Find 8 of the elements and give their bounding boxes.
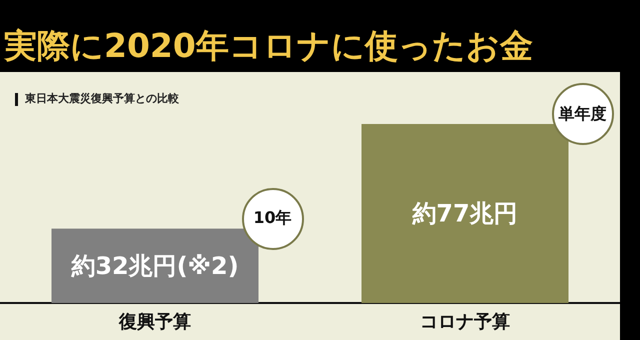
speech-bubble: 単年度 — [552, 83, 614, 145]
chart-title: 実際に2020年コロナに使ったお金 — [4, 25, 533, 67]
x-tick-label: コロナ予算 — [420, 312, 510, 332]
x-tick-label: 復興予算 — [118, 312, 191, 332]
speech-bubble: 10年 — [242, 188, 304, 250]
data-label: 約77兆円 — [411, 200, 518, 228]
chart-subtitle: 東日本大震災復興予算との比較 — [25, 91, 179, 106]
data-label: 約32兆円(※2) — [70, 252, 239, 280]
